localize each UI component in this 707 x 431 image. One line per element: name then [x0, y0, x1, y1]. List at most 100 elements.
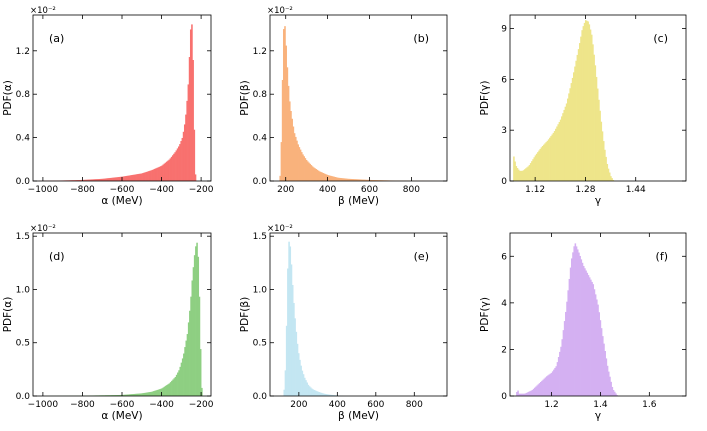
histogram-bin: [174, 376, 177, 396]
histogram-bin: [73, 180, 76, 181]
histogram-bin: [308, 162, 310, 181]
y-tick-label: 0.0: [253, 392, 268, 402]
histogram-bin: [145, 392, 148, 396]
histogram-bin: [581, 262, 584, 396]
y-tick-label: 6: [501, 252, 507, 262]
histogram-bin: [186, 334, 189, 396]
histogram-bin: [144, 172, 146, 181]
histogram-bin: [551, 134, 554, 181]
x-tick-label: −400: [149, 400, 174, 410]
histogram-bin: [288, 241, 290, 396]
histogram-bin: [169, 382, 172, 396]
histogram-bin: [183, 124, 186, 181]
histogram-bin: [330, 176, 333, 181]
histogram-bin: [330, 394, 333, 396]
histogram-bin: [126, 175, 128, 181]
histogram-bin: [296, 140, 298, 181]
histogram-bin: [546, 140, 549, 181]
histogram-bin: [580, 259, 583, 396]
histogram-bin: [376, 180, 379, 181]
histogram-bin: [576, 54, 579, 181]
histogram-bin: [310, 387, 312, 396]
y-tick-label: 0.8: [253, 90, 268, 100]
panel-label: (c): [653, 32, 668, 45]
histogram-bin: [97, 179, 100, 181]
histogram-bin: [532, 159, 534, 181]
histogram-bin: [166, 161, 168, 181]
panel-label: (f): [656, 250, 668, 263]
histogram-b: [279, 26, 446, 181]
histogram-bin: [587, 21, 589, 182]
panel-f: 1.2 1.4 1.6 0 2 4 6 γ PDF(γ) (f): [479, 232, 687, 422]
histogram-bin: [371, 179, 374, 181]
histogram-bin: [514, 161, 516, 181]
histogram-bin: [297, 144, 299, 181]
y-axis-label: PDF(β): [239, 297, 251, 332]
histogram-bin: [133, 393, 136, 396]
histogram-bin: [121, 394, 124, 396]
histogram-bin: [150, 391, 153, 396]
histogram-bin: [561, 116, 563, 181]
histogram-bin: [335, 177, 338, 181]
histogram-bin: [148, 171, 150, 181]
histogram-bin: [185, 340, 188, 396]
histogram-bin: [579, 255, 581, 396]
histogram-bin: [160, 166, 162, 181]
histogram-bin: [557, 124, 559, 181]
histogram-bin: [126, 394, 129, 396]
y-axis-label: PDF(α): [2, 297, 14, 333]
histogram-bin: [285, 325, 288, 396]
histogram-bin: [96, 179, 99, 181]
histogram-bin: [332, 395, 335, 396]
histogram-bin: [88, 179, 90, 181]
histogram-bin: [545, 376, 548, 396]
histogram-bin: [549, 137, 551, 181]
histogram-bin: [136, 393, 138, 396]
histogram-bin: [325, 394, 328, 396]
histogram-bin: [536, 385, 538, 396]
y-tick-label: 0.0: [16, 392, 31, 402]
histogram-bin: [92, 179, 95, 181]
histogram-bin: [531, 161, 533, 181]
histogram-bin: [612, 390, 615, 396]
histogram-bin: [315, 169, 317, 181]
x-tick-label: 1.6: [642, 400, 657, 410]
histogram-bin: [95, 179, 97, 181]
histogram-bin: [321, 172, 323, 181]
histogram-bin: [174, 152, 176, 181]
histogram-bin: [165, 385, 167, 396]
histogram-bin: [114, 395, 117, 396]
y-tick-label: 0.0: [253, 177, 268, 187]
histogram-bin: [112, 177, 114, 181]
panel-label: (b): [413, 32, 429, 45]
histogram-bin: [110, 177, 113, 181]
histogram-bin: [104, 178, 107, 181]
histogram-bin: [573, 246, 575, 396]
histogram-bin: [572, 252, 574, 396]
histogram-bin: [289, 246, 292, 396]
histogram-bin: [125, 176, 127, 181]
histogram-bin: [535, 386, 537, 396]
x-tick-label: 600: [367, 400, 384, 410]
histogram-bin: [188, 57, 191, 181]
histogram-bin: [517, 169, 520, 181]
histogram-bin: [85, 179, 88, 181]
panel-label: (a): [49, 32, 64, 45]
histogram-bin: [575, 246, 578, 396]
y-tick-label: 0.4: [253, 134, 268, 144]
histogram-bin: [173, 153, 175, 181]
histogram-bin: [368, 179, 370, 181]
histogram-bin: [378, 180, 381, 181]
histogram-bin: [300, 365, 302, 396]
histogram-bin: [184, 347, 186, 396]
histogram-bin: [139, 393, 142, 396]
histogram-bin: [107, 178, 109, 181]
histogram-bin: [534, 155, 537, 181]
x-tick-label: 1.28: [575, 185, 595, 195]
histogram-bin: [108, 395, 111, 396]
histogram-bin: [567, 98, 569, 181]
histogram-bin: [600, 121, 603, 181]
histogram-bin: [90, 179, 93, 181]
histogram-bin: [178, 370, 180, 396]
